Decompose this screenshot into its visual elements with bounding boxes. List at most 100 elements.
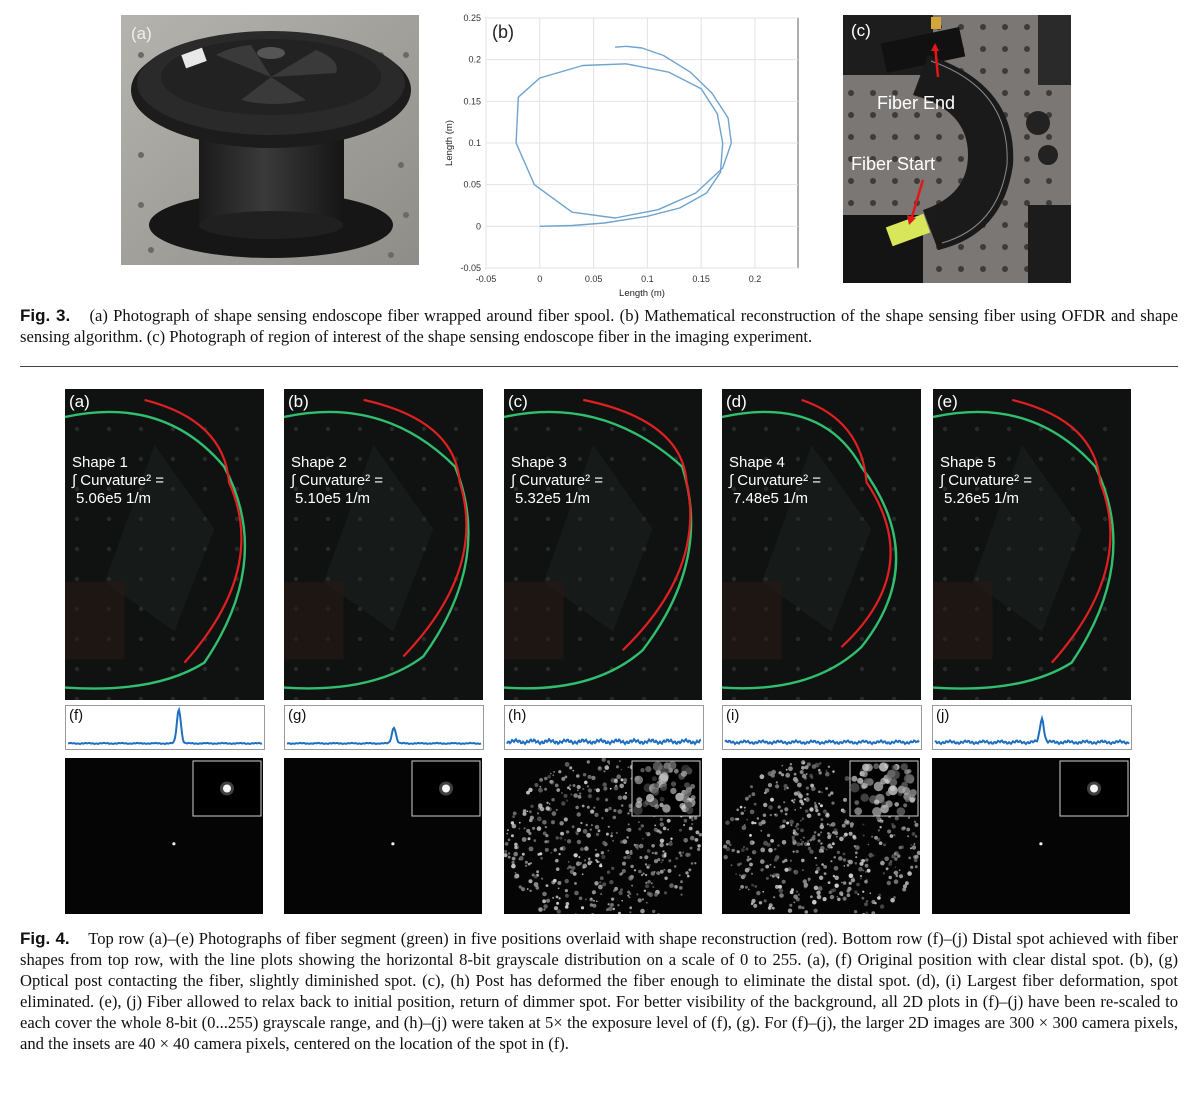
speckle	[760, 847, 766, 853]
speckle	[764, 791, 767, 795]
fig3-panel-c-photo: (c) Fiber End Fiber Start	[843, 15, 1071, 283]
speckle	[601, 817, 604, 820]
speckle	[871, 835, 874, 838]
fig3-caption: Fig. 3. (a) Photograph of shape sensing …	[20, 305, 1178, 347]
speckle	[801, 766, 805, 770]
speckle	[606, 870, 611, 874]
speckle	[557, 887, 560, 890]
speckle	[759, 774, 765, 780]
mount-shadow	[323, 444, 434, 632]
breadboard-hole	[325, 576, 331, 582]
speckle	[814, 762, 820, 768]
speckle	[821, 850, 825, 853]
speckle	[850, 878, 856, 883]
speckle	[799, 770, 804, 775]
breadboard-hole	[545, 546, 551, 552]
speckle	[781, 824, 786, 828]
breadboard-hole	[848, 178, 854, 184]
fig4-photo-label: (e)	[937, 392, 958, 411]
inset-speckle	[851, 775, 858, 782]
shape-name: Shape 2	[291, 454, 347, 471]
speckle	[640, 908, 645, 914]
speckle	[842, 881, 847, 885]
breadboard-hole	[389, 426, 395, 432]
speckle	[599, 876, 604, 881]
breadboard-hole	[870, 200, 876, 206]
fig3-panel-b-chart: -0.05 0 0.05 0.1 0.15 0.2 -0.05 0 0.05 0.1 0.15 0.2…	[432, 10, 812, 300]
shape-reconstruction-red	[1011, 398, 1112, 664]
speckle	[528, 787, 533, 793]
speckle	[745, 847, 749, 851]
breadboard-hole	[1046, 90, 1052, 96]
breadboard-hole	[859, 426, 865, 432]
inset-speckle	[904, 769, 910, 775]
speckle	[833, 856, 836, 859]
fig4-spot-image-g	[284, 758, 482, 914]
speckle	[823, 865, 827, 869]
speckle	[546, 801, 549, 804]
speckle	[816, 890, 821, 895]
speckle	[864, 863, 869, 868]
inset-speckle	[880, 804, 889, 814]
speckle	[504, 853, 508, 858]
speckle	[511, 823, 517, 829]
speckle	[697, 844, 701, 848]
breadboard-hole	[577, 606, 583, 612]
speckle	[627, 766, 630, 768]
speckle	[552, 774, 555, 777]
speckle	[539, 778, 543, 782]
speckle	[817, 812, 821, 816]
speckle	[540, 856, 543, 860]
fiber-segment-green	[504, 410, 693, 690]
speckle	[652, 909, 656, 914]
speckle	[843, 834, 846, 838]
speckle	[608, 806, 612, 811]
speckle	[815, 870, 819, 874]
inset-speckle	[668, 761, 677, 770]
inset-spot-halo	[439, 781, 453, 796]
speckle	[625, 792, 627, 794]
speckle	[615, 831, 618, 834]
speckle	[847, 886, 852, 891]
speckle	[809, 838, 812, 842]
inset-speckle	[900, 763, 908, 771]
breadboard-hole	[389, 486, 395, 492]
speckle	[842, 896, 847, 901]
inset-speckle	[904, 797, 910, 803]
fig4-caption-label: Fig. 4.	[20, 929, 70, 948]
fig4-spot-image-j	[932, 758, 1130, 914]
speckle	[753, 903, 758, 908]
breadboard-hole	[170, 576, 176, 582]
breadboard-hole	[1046, 200, 1052, 206]
speckle	[745, 796, 749, 801]
inset-speckle	[885, 800, 893, 808]
speckle	[742, 873, 747, 878]
speckle	[756, 817, 760, 820]
speckle	[815, 808, 819, 813]
breadboard-hole	[1006, 636, 1012, 642]
curvature-value: 5.10e5 1/m	[295, 490, 371, 507]
speckle	[577, 789, 579, 792]
speckle	[898, 845, 902, 850]
breadboard-hole	[421, 456, 427, 462]
fiber-overlay-illustration	[284, 389, 483, 700]
breadboard-hole	[1002, 24, 1008, 30]
breadboard-hole	[1070, 516, 1076, 522]
breadboard-hole	[138, 606, 144, 612]
breadboard-hole	[74, 486, 80, 492]
breadboard-hole	[202, 486, 208, 492]
breadboard-hole	[641, 696, 647, 700]
speckle	[839, 891, 844, 896]
speckle	[582, 787, 585, 791]
fig4-photo-b: (b) Shape 2 ∫ Curvature² = 5.10e5 1/m	[284, 389, 483, 700]
grayscale-line-plot	[506, 737, 702, 746]
speckle	[514, 874, 518, 879]
distal-spot	[1039, 842, 1043, 846]
breadboard-hole	[731, 546, 737, 552]
fiber-segment-green	[933, 410, 1115, 690]
breadboard-hole	[577, 696, 583, 700]
speckle	[749, 857, 752, 861]
speckle	[559, 836, 563, 840]
speckle	[599, 881, 602, 884]
speckle	[743, 809, 746, 812]
